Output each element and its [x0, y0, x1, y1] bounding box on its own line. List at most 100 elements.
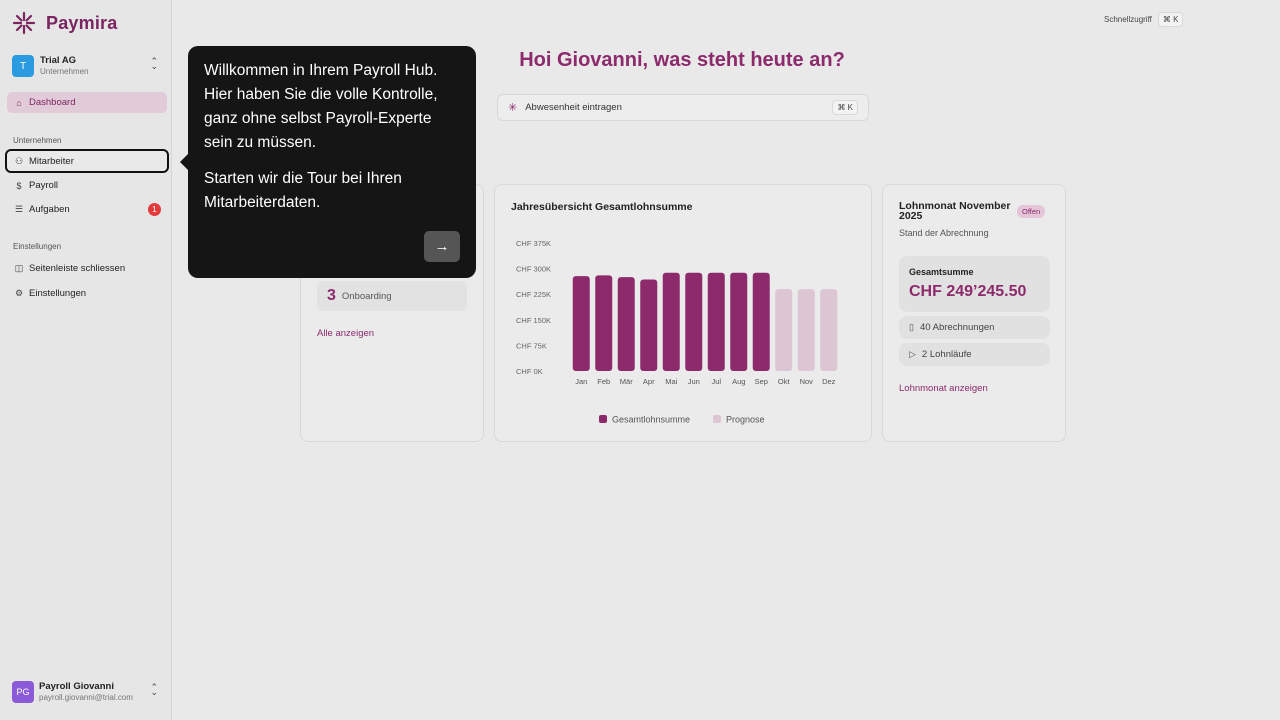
- month-title: Lohnmonat November 2025: [899, 200, 1011, 222]
- sidebar-item-dashboard[interactable]: ⌂ Dashboard: [7, 92, 167, 113]
- gear-icon: ⚙: [14, 288, 24, 298]
- page-title: Hoi Giovanni, was steht heute an?: [519, 49, 845, 71]
- x-tick-label: Aug: [732, 377, 745, 386]
- bar-jul[interactable]: [707, 272, 725, 371]
- legend-label: Prognose: [726, 415, 765, 425]
- x-tick-label: Feb: [597, 377, 610, 386]
- x-tick-label: Mär: [620, 377, 633, 386]
- bar-mai[interactable]: [662, 272, 680, 371]
- dollar-icon: $: [16, 180, 22, 191]
- onboarding-row[interactable]: 3 Onboarding: [317, 281, 467, 311]
- total-value: CHF 249’245.50: [909, 283, 1027, 300]
- x-tick-label: Okt: [778, 377, 791, 386]
- show-month-link[interactable]: Lohnmonat anzeigen: [899, 383, 988, 394]
- legend-label: Gesamtlohnsumme: [612, 415, 690, 425]
- company-avatar: T: [12, 55, 34, 77]
- sidebar-item-label: Payroll: [29, 180, 59, 191]
- tour-text-next: Starten wir die Tour bei Ihren Mitarbeit…: [204, 170, 402, 211]
- bar-mär[interactable]: [617, 277, 635, 371]
- payroll-chart-card: Jahresübersicht Gesamtlohnsumme CHF 0K CH…: [494, 184, 872, 442]
- x-tick-label: Mai: [665, 377, 677, 386]
- y-tick-label: CHF 150K: [516, 316, 551, 325]
- sidebar-item-label: Aufgaben: [29, 204, 70, 215]
- legend-swatch: [713, 415, 721, 423]
- x-tick-label: Jul: [711, 377, 721, 386]
- status-badge: Offen: [1017, 205, 1046, 218]
- month-subtitle: Stand der Abrechnung: [899, 228, 989, 238]
- tour-text-intro: Willkommen in Ihrem Payroll Hub. Hier ha…: [204, 62, 438, 151]
- tour-next-button[interactable]: →: [424, 231, 460, 262]
- company-subtitle: Unternehmen: [40, 66, 89, 76]
- payroll-runs-count: 2 Lohnläufe: [921, 349, 972, 360]
- tasks-count-badge: 1: [148, 203, 161, 216]
- sidebar: Paymira T Trial AG Unternehmen ⌃ ⌄ ⌂ Dash…: [0, 0, 172, 720]
- avatar: PG: [12, 681, 34, 703]
- user-name: Payroll Giovanni: [39, 681, 114, 693]
- user-email: payroll.giovanni@trial.com: [39, 692, 133, 702]
- command-bar[interactable]: ✳ Abwesenheit eintragen ⌘ K: [497, 94, 869, 121]
- bar-sep[interactable]: [752, 272, 770, 371]
- sidebar-item-label: Dashboard: [29, 97, 76, 108]
- bar-chart: CHF 0K CHF 75K CHF 150K CHF 225K CHF 300K CHF…: [516, 239, 838, 425]
- sparkle-icon: ✳: [508, 102, 518, 114]
- sidebar-item-collapse[interactable]: ◫ Seitenleiste schliessen: [7, 258, 167, 279]
- list-check-icon: ☰: [14, 204, 24, 214]
- company-switcher[interactable]: T Trial AG Unternehmen ⌃ ⌄: [12, 54, 162, 78]
- sidebar-item-label: Einstellungen: [29, 288, 87, 299]
- bar-okt[interactable]: [775, 289, 793, 371]
- home-icon: ⌂: [16, 97, 22, 108]
- tour-popover: Willkommen in Ihrem Payroll Hub. Hier ha…: [180, 46, 476, 278]
- chevron-up-down-icon: ⌃ ⌄: [150, 682, 158, 697]
- onboarding-label: Onboarding: [341, 290, 392, 302]
- y-tick-label: CHF 75K: [516, 341, 547, 350]
- logo-icon: [12, 11, 36, 35]
- command-label: Abwesenheit eintragen: [525, 102, 622, 113]
- section-label-settings: Einstellungen: [13, 242, 62, 251]
- payslips-pill[interactable]: ▯ 40 Abrechnungen: [899, 316, 1050, 339]
- bar-nov[interactable]: [797, 289, 815, 371]
- sidebar-item-label: Mitarbeiter: [29, 155, 74, 167]
- sidebar-panel-icon: ◫: [14, 263, 24, 273]
- quick-access-label: Schnellzugriff: [1104, 15, 1152, 24]
- play-icon: ▷: [909, 349, 916, 359]
- user-icon: ⚇: [14, 155, 24, 166]
- popover-arrow: [180, 154, 188, 170]
- x-tick-label: Jan: [575, 377, 587, 386]
- total-box: Gesamtsumme CHF 249’245.50: [899, 256, 1050, 312]
- sidebar-item-label: Seitenleiste schliessen: [29, 263, 126, 274]
- legend-swatch: [599, 415, 607, 423]
- payroll-month-card: Lohnmonat November 2025 Offen Stand der …: [882, 184, 1066, 442]
- sidebar-item-tasks[interactable]: ☰ Aufgaben 1: [7, 199, 167, 220]
- show-all-link[interactable]: Alle anzeigen: [317, 328, 375, 339]
- total-label: Gesamtsumme: [909, 267, 974, 277]
- x-tick-label: Jun: [688, 377, 700, 386]
- company-name: Trial AG: [40, 55, 77, 67]
- y-tick-label: CHF 300K: [516, 265, 551, 274]
- x-tick-label: Nov: [800, 377, 814, 386]
- section-label-company: Unternehmen: [13, 136, 62, 145]
- payslips-count: 40 Abrechnungen: [919, 322, 995, 333]
- document-icon: ▯: [909, 322, 914, 332]
- bar-jun[interactable]: [685, 272, 703, 371]
- sidebar-item-payroll[interactable]: $ Payroll: [7, 175, 167, 196]
- logo-text: Paymira: [46, 12, 118, 33]
- bar-aug[interactable]: [730, 272, 748, 371]
- quick-access-shortcut: ⌘ K: [1157, 12, 1184, 27]
- y-tick-label: CHF 375K: [516, 239, 551, 248]
- sidebar-item-employees[interactable]: ⚇ Mitarbeiter: [5, 149, 169, 173]
- user-menu[interactable]: PG Payroll Giovanni payroll.giovanni@tri…: [12, 680, 162, 704]
- bar-dez[interactable]: [820, 289, 838, 371]
- logo[interactable]: Paymira: [12, 11, 117, 35]
- bar-apr[interactable]: [640, 279, 658, 371]
- bar-feb[interactable]: [595, 275, 613, 371]
- sidebar-item-settings[interactable]: ⚙ Einstellungen: [7, 283, 167, 304]
- x-tick-label: Apr: [643, 377, 655, 386]
- bar-jan[interactable]: [572, 276, 590, 371]
- quick-access[interactable]: Schnellzugriff ⌘ K: [1104, 12, 1184, 27]
- chevron-up-down-icon: ⌃ ⌄: [150, 56, 158, 71]
- onboarding-count: 3: [327, 287, 336, 304]
- y-tick-label: CHF 225K: [516, 290, 551, 299]
- y-tick-label: CHF 0K: [516, 367, 543, 376]
- arrow-right-icon: →: [434, 238, 450, 255]
- payroll-runs-pill[interactable]: ▷ 2 Lohnläufe: [899, 343, 1050, 366]
